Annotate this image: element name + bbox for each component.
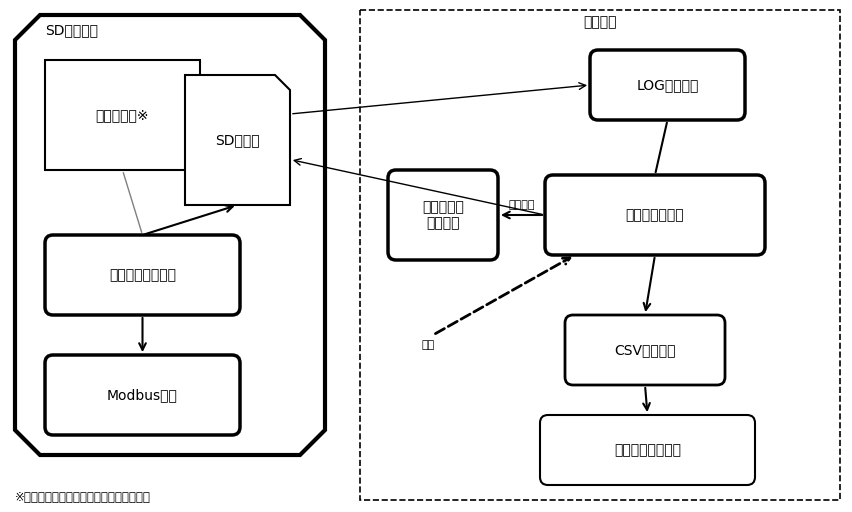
Bar xyxy=(360,10,839,500)
Text: ログ支援ソフト: ログ支援ソフト xyxy=(625,208,683,222)
Text: Modbus機器: Modbus機器 xyxy=(107,388,178,402)
Text: スクリプト
ファイル: スクリプト ファイル xyxy=(422,200,463,230)
Text: CSVファイル: CSVファイル xyxy=(613,343,675,357)
Text: SDロガー４: SDロガー４ xyxy=(45,23,98,37)
Text: LOGファイル: LOGファイル xyxy=(636,78,698,92)
FancyBboxPatch shape xyxy=(539,415,754,485)
Text: SDカード: SDカード xyxy=(215,133,260,147)
FancyBboxPatch shape xyxy=(388,170,498,260)
FancyBboxPatch shape xyxy=(45,355,239,435)
FancyBboxPatch shape xyxy=(590,50,744,120)
Bar xyxy=(45,60,199,170)
Text: ※スクリプトはロガー本体に保存も可能。: ※スクリプトはロガー本体に保存も可能。 xyxy=(15,491,151,504)
Text: ラインコンバータ: ラインコンバータ xyxy=(109,268,176,282)
Text: パソコン: パソコン xyxy=(583,15,616,29)
Polygon shape xyxy=(15,15,325,455)
FancyBboxPatch shape xyxy=(564,315,724,385)
FancyBboxPatch shape xyxy=(45,235,239,315)
Text: スクリプト※: スクリプト※ xyxy=(95,108,149,122)
Text: 表計算ソフトなど: 表計算ソフトなど xyxy=(613,443,680,457)
Text: 設定: 設定 xyxy=(421,340,435,350)
Polygon shape xyxy=(185,75,290,205)
Text: 自動生成: 自動生成 xyxy=(508,200,534,210)
FancyBboxPatch shape xyxy=(544,175,764,255)
